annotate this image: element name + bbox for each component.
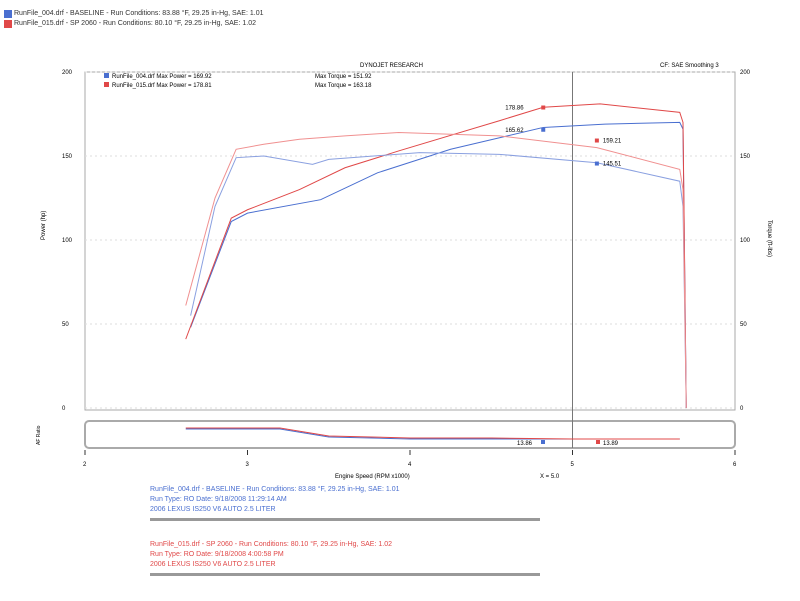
legend-swatch	[104, 82, 109, 87]
y-tick-right: 200	[740, 70, 751, 76]
af-marker	[541, 440, 545, 444]
power-curve	[185, 103, 687, 409]
run-info-line: RunFile_015.drf - SP 2060 - Run Conditio…	[150, 541, 392, 548]
y-tick-left: 200	[62, 70, 73, 76]
y-tick-left: 50	[62, 322, 69, 328]
af-marker-label: 13.86	[517, 441, 533, 447]
divider	[150, 518, 540, 521]
y-tick-right: 50	[740, 322, 747, 328]
value-marker	[594, 161, 599, 166]
run-info-line: 2006 LEXUS IS250 V6 AUTO 2.5 LITER	[150, 506, 276, 513]
run-color-swatch	[4, 10, 12, 18]
y-tick-left: 0	[62, 406, 66, 412]
legend-torque: Max Torque = 151.92	[315, 74, 372, 80]
af-ratio-curve	[185, 427, 680, 440]
divider	[150, 573, 540, 576]
x-tick-label: 4	[408, 462, 412, 468]
torque-curve	[185, 131, 687, 409]
value-marker	[541, 105, 546, 110]
af-marker-label: 13.89	[603, 441, 619, 447]
marker-label: 145.51	[603, 162, 622, 168]
run-info-line: RunFile_004.drf - BASELINE - Run Conditi…	[150, 486, 400, 493]
y-tick-left: 150	[62, 154, 73, 160]
y-label-right: Torque (ft-lbs)	[766, 220, 772, 257]
x-tick-label: 3	[246, 462, 250, 468]
x-tick-label: 2	[83, 462, 87, 468]
marker-label: 165.62	[505, 128, 524, 134]
y-tick-right: 150	[740, 154, 751, 160]
run-info-line: Run Type: RO Date: 9/18/2008 4:00:58 PM	[150, 551, 284, 558]
y-tick-right: 0	[740, 406, 744, 412]
x-tick-label: 5	[571, 462, 575, 468]
legend-power: RunFile_004.drf Max Power = 169.92	[112, 74, 212, 80]
run-color-swatch	[4, 20, 12, 28]
cursor-label: X = 5.0	[540, 474, 560, 480]
header-run-1: RunFile_004.drf - BASELINE - Run Conditi…	[14, 10, 264, 17]
legend-torque: Max Torque = 163.18	[315, 83, 372, 89]
dyno-chart: DYNOJET RESEARCH CF: SAE Smoothing 3 Pow…	[36, 63, 772, 480]
chart-title: DYNOJET RESEARCH	[360, 63, 423, 69]
plot-area	[84, 71, 736, 411]
corner-note: CF: SAE Smoothing 3	[660, 63, 719, 69]
value-marker	[541, 127, 546, 132]
lower-panel	[84, 420, 736, 449]
y-tick-left: 100	[62, 238, 73, 244]
x-tick-label: 6	[733, 462, 737, 468]
value-marker	[594, 138, 599, 143]
af-marker	[596, 440, 600, 444]
x-label: Engine Speed (RPM x1000)	[335, 474, 410, 480]
y-tick-right: 100	[740, 238, 751, 244]
legend-power: RunFile_015.drf Max Power = 178.81	[112, 83, 212, 89]
legend-swatch	[104, 73, 109, 78]
power-curve	[190, 121, 687, 409]
torque-curve	[190, 152, 687, 409]
marker-label: 178.86	[505, 106, 524, 112]
header-run-2: RunFile_015.drf - SP 2060 - Run Conditio…	[14, 20, 256, 27]
lower-y-label: AF Ratio	[36, 425, 42, 445]
marker-label: 159.21	[603, 139, 622, 145]
y-label-left: Power (hp)	[41, 211, 47, 240]
run-info-line: Run Type: RO Date: 9/18/2008 11:29:14 AM	[150, 496, 287, 503]
run-info-line: 2006 LEXUS IS250 V6 AUTO 2.5 LITER	[150, 561, 276, 568]
